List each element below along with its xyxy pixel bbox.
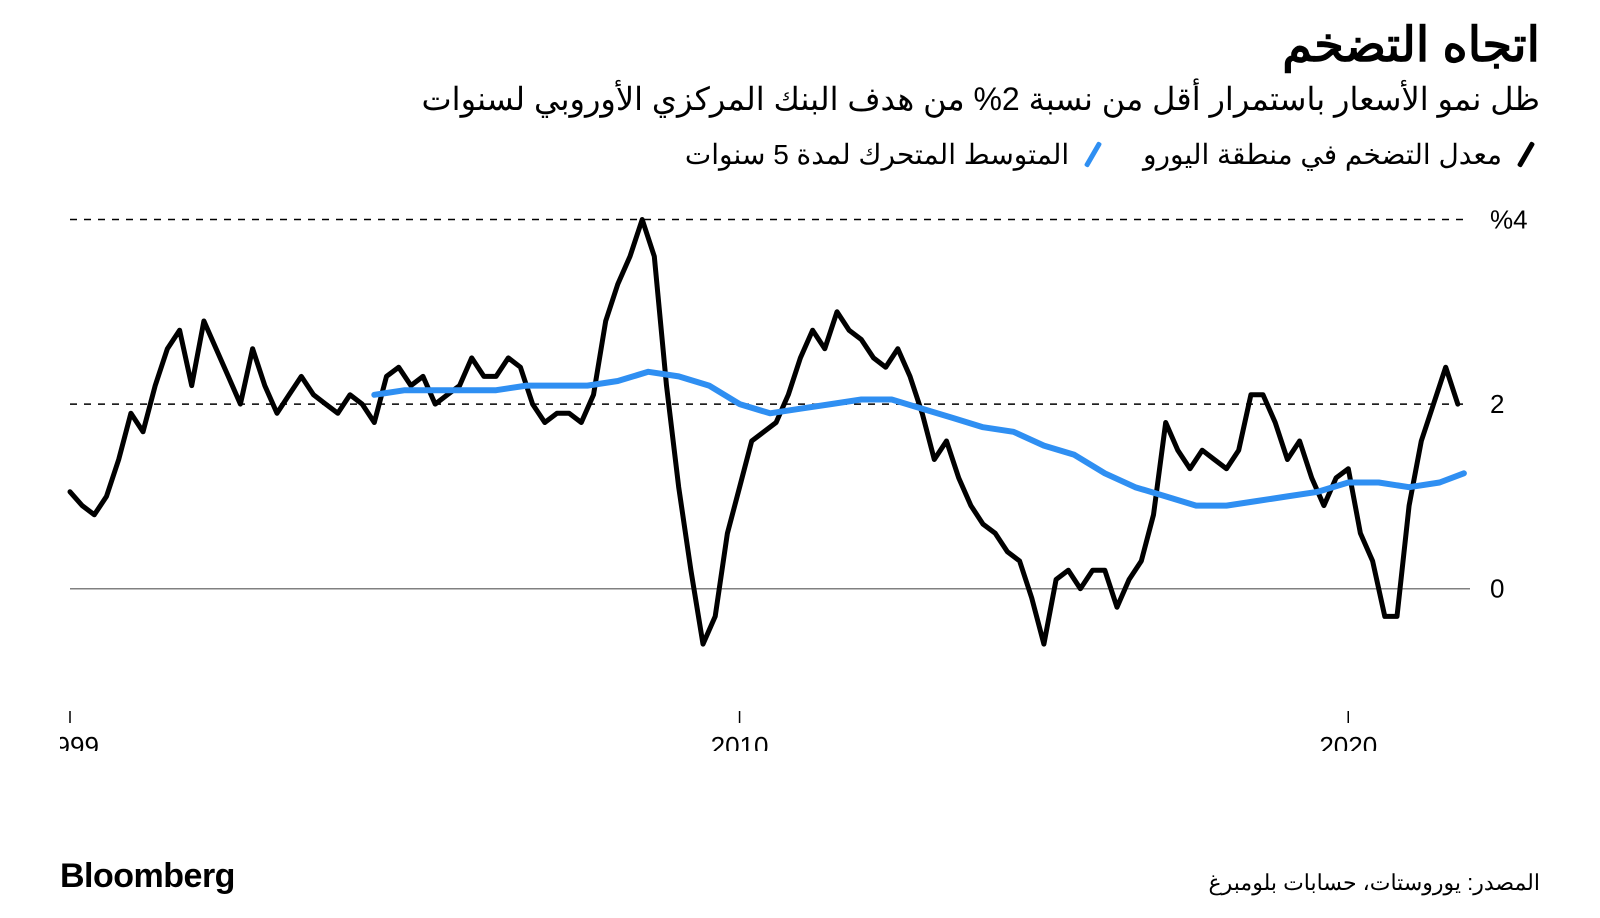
svg-text:2010: 2010 xyxy=(711,731,769,751)
chart-header: اتجاه التضخم ظل نمو الأسعار باستمرار أقل… xyxy=(60,20,1540,120)
chart-legend: معدل التضخم في منطقة اليورو المتوسط المت… xyxy=(60,132,1540,171)
chart-plot-area: 0 2 %4 1999 2010 2020 xyxy=(60,191,1540,751)
source-text: المصدر: يوروستات، حسابات بلومبرغ xyxy=(1209,870,1540,896)
legend-item-inflation: معدل التضخم في منطقة اليورو xyxy=(1143,138,1540,171)
svg-text:2020: 2020 xyxy=(1319,731,1377,751)
chart-footer: Bloomberg المصدر: يوروستات، حسابات بلومب… xyxy=(60,857,1540,896)
legend-label-inflation: معدل التضخم في منطقة اليورو xyxy=(1143,138,1502,171)
svg-text:0: 0 xyxy=(1490,574,1504,604)
chart-title: اتجاه التضخم xyxy=(60,20,1540,73)
svg-text:%4: %4 xyxy=(1490,205,1528,235)
chart-subtitle: ظل نمو الأسعار باستمرار أقل من نسبة 2% م… xyxy=(60,79,1540,121)
svg-text:1999: 1999 xyxy=(60,731,99,751)
legend-label-ma5: المتوسط المتحرك لمدة 5 سنوات xyxy=(685,138,1069,171)
legend-swatch-inflation xyxy=(1517,142,1535,169)
chart-svg: 0 2 %4 1999 2010 2020 xyxy=(60,191,1540,751)
legend-item-ma5: المتوسط المتحرك لمدة 5 سنوات xyxy=(685,138,1107,171)
legend-swatch-ma5 xyxy=(1084,142,1102,169)
brand-logo: Bloomberg xyxy=(60,857,235,896)
svg-text:2: 2 xyxy=(1490,389,1504,419)
